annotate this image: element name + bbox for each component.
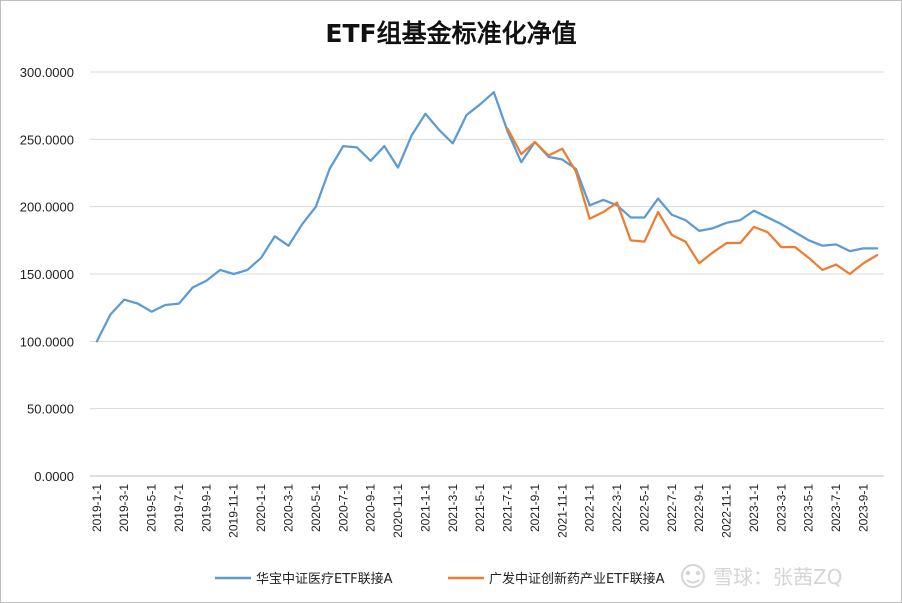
x-tick-label: 2019-9-1: [199, 484, 213, 532]
series-line-1: [95, 91, 879, 343]
chart-title: ETF组基金标准化净值: [325, 19, 577, 48]
x-tick-label: 2020-7-1: [336, 484, 350, 532]
logo-ring: [681, 564, 705, 588]
x-axis-ticks: 2019-1-1 2019-3-1 2019-5-1 2019-7-1 2019-9-1…: [90, 484, 871, 538]
x-tick-label: 2023-1-1: [747, 484, 761, 532]
x-tick-label: 2021-3-1: [446, 484, 460, 532]
snowball-logo-icon: [681, 564, 705, 588]
y-tick-label: 250.0000: [20, 132, 74, 147]
y-tick-label: 0.0000: [34, 469, 74, 484]
logo-dot: [685, 570, 691, 576]
x-tick-label: 2020-9-1: [364, 484, 378, 532]
x-tick-label: 2021-5-1: [473, 484, 487, 532]
x-tick-label: 2019-1-1: [90, 484, 104, 532]
x-tick-label: 2019-11-1: [227, 484, 241, 538]
logo-dot: [695, 570, 701, 576]
x-tick-label: 2023-5-1: [802, 484, 816, 532]
legend-label-2: 广发中证创新药产业ETF联接A: [489, 571, 665, 587]
x-tick-label: 2020-11-1: [391, 484, 405, 538]
x-tick-label: 2022-5-1: [637, 484, 651, 532]
y-tick-label: 50.0000: [27, 402, 74, 417]
x-tick-label: 2022-3-1: [610, 484, 624, 532]
logo-smile: [686, 579, 700, 584]
x-tick-label: 2022-1-1: [583, 484, 597, 532]
y-tick-label: 300.0000: [20, 65, 74, 80]
legend-label-1: 华宝中证医疗ETF联接A: [256, 571, 393, 587]
y-tick-label: 100.0000: [20, 334, 74, 349]
x-tick-label: 2023-3-1: [774, 484, 788, 532]
x-tick-label: 2023-7-1: [829, 484, 843, 532]
series-line-2: [506, 127, 879, 276]
x-tick-label: 2022-9-1: [692, 484, 706, 532]
legend: 华宝中证医疗ETF联接A 广发中证创新药产业ETF联接A: [215, 571, 665, 587]
x-tick-label: 2019-7-1: [172, 484, 186, 532]
x-tick-label: 2019-5-1: [145, 484, 159, 532]
x-tick-label: 2021-9-1: [528, 484, 542, 532]
watermark-text: 雪球：张茜ZQ: [713, 565, 842, 589]
x-tick-label: 2023-9-1: [856, 484, 870, 532]
series-lines: [95, 91, 879, 343]
y-tick-label: 200.0000: [20, 200, 74, 215]
x-tick-label: 2021-1-1: [418, 484, 432, 532]
x-tick-label: 2022-11-1: [720, 484, 734, 538]
x-tick-label: 2020-1-1: [254, 484, 268, 532]
x-tick-label: 2021-11-1: [555, 484, 569, 538]
y-tick-label: 150.0000: [20, 267, 74, 282]
x-tick-label: 2022-7-1: [665, 484, 679, 532]
gridlines: [90, 71, 884, 477]
x-tick-label: 2021-7-1: [501, 484, 515, 532]
y-axis-ticks: 0.0000 50.0000 100.0000 150.0000 200.0000 250…: [20, 65, 74, 484]
x-tick-label: 2020-5-1: [309, 484, 323, 532]
x-tick-label: 2019-3-1: [117, 484, 131, 532]
x-tick-label: 2020-3-1: [282, 484, 296, 532]
watermark: 雪球：张茜ZQ: [681, 564, 842, 589]
